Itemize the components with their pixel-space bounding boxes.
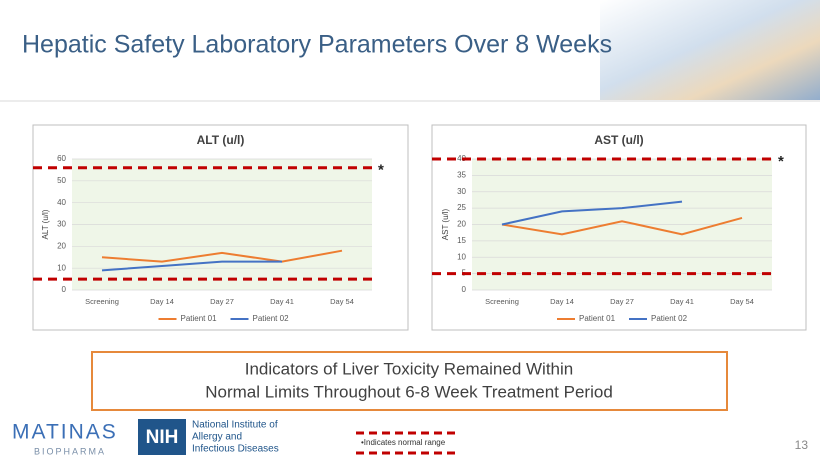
nih-line: National Institute of [192, 420, 278, 431]
x-tick-label: Day 54 [330, 297, 354, 306]
nih-badge [138, 419, 186, 455]
logo-name: MATINAS [12, 421, 118, 444]
y-axis-label: AST (u/l) [441, 208, 450, 240]
y-tick-label: 35 [457, 170, 466, 179]
x-tick-label: Screening [485, 297, 519, 306]
y-tick-label: 60 [57, 154, 66, 163]
series-line [101, 260, 282, 272]
nih-line: Allergy and [192, 432, 242, 443]
x-tick-label: Day 27 [610, 297, 634, 306]
y-tick-label: 0 [462, 285, 467, 294]
x-tick-label: Day 14 [550, 297, 574, 306]
legend-label: Patient 02 [253, 314, 290, 323]
y-tick-label: 40 [457, 154, 466, 163]
page-number: 13 [795, 438, 809, 452]
series-line [501, 216, 743, 236]
chart-title: ALT (u/l) [197, 133, 245, 147]
note-text: •Indicates normal range [361, 438, 446, 447]
x-tick-label: Day 41 [670, 297, 694, 306]
legend-label: Patient 01 [181, 314, 218, 323]
header-image [600, 0, 820, 100]
y-tick-label: 50 [57, 176, 66, 185]
x-tick-label: Day 54 [730, 297, 754, 306]
x-tick-label: Screening [85, 297, 119, 306]
y-tick-label: 30 [457, 187, 466, 196]
x-tick-label: Day 27 [210, 297, 234, 306]
callout-text: Normal Limits Throughout 6-8 Week Treatm… [205, 382, 613, 401]
y-tick-label: 20 [457, 220, 466, 229]
nih-badge-text: NIH [146, 427, 179, 448]
y-tick-label: 40 [57, 198, 66, 207]
legend-label: Patient 02 [651, 314, 688, 323]
y-tick-label: 30 [57, 220, 66, 229]
nih-line: Infectious Diseases [192, 444, 279, 455]
annotation: * [778, 153, 784, 170]
slide-title: Hepatic Safety Laboratory Parameters Ove… [22, 31, 612, 59]
chart-title: AST (u/l) [594, 133, 643, 147]
y-tick-label: 20 [57, 241, 66, 250]
y-tick-label: 15 [457, 236, 466, 245]
y-axis-label: ALT (u/l) [41, 209, 50, 239]
annotation: * [378, 162, 384, 179]
x-tick-label: Day 14 [150, 297, 174, 306]
y-tick-label: 0 [62, 285, 67, 294]
legend-label: Patient 01 [579, 314, 616, 323]
y-tick-label: 10 [57, 263, 66, 272]
y-tick-label: 10 [457, 252, 466, 261]
series-line [101, 249, 343, 263]
series-line [501, 200, 683, 226]
y-tick-label: 25 [457, 203, 466, 212]
callout-text: Indicators of Liver Toxicity Remained Wi… [245, 359, 574, 378]
callout-box [91, 351, 728, 411]
x-tick-label: Day 41 [270, 297, 294, 306]
logo-sub: BIOPHARMA [34, 446, 106, 456]
